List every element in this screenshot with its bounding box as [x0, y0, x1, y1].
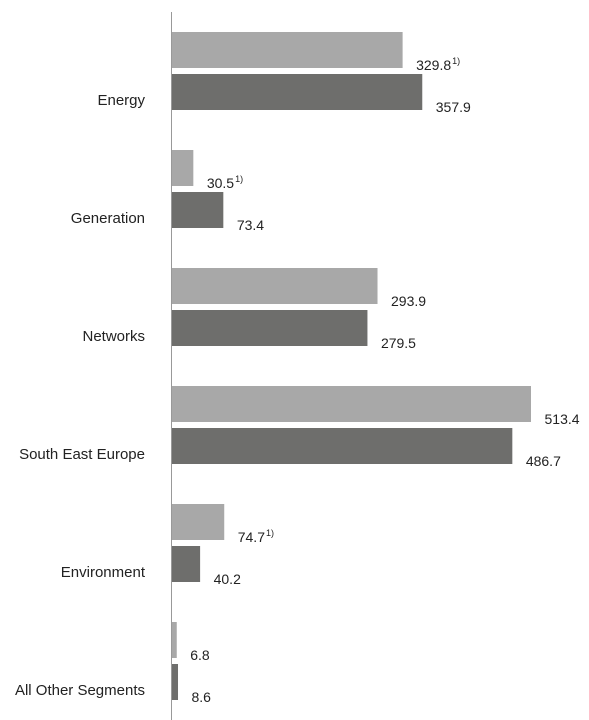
bar-0-2	[172, 268, 378, 304]
value-text: 30.5	[207, 175, 234, 191]
bar-1-1	[172, 192, 224, 228]
bar-1-5	[172, 664, 179, 700]
category-label: Environment	[61, 564, 146, 581]
bar-1-4	[172, 546, 201, 582]
category-label: All Other Segments	[15, 682, 145, 699]
bar-0-0	[172, 32, 403, 68]
bar-1-2	[172, 310, 368, 346]
value-label-1-3: 486.7	[526, 453, 561, 469]
value-text: 357.9	[436, 99, 471, 115]
footnote-marker: 1)	[452, 56, 460, 66]
value-text: 73.4	[237, 217, 264, 233]
footnote-marker: 1)	[266, 528, 274, 538]
category-label: Networks	[82, 328, 145, 345]
value-text: 8.6	[192, 689, 212, 705]
chart-marks: 329.81)357.9Energy30.51)73.4Generation29…	[15, 32, 580, 705]
value-label-1-1: 73.4	[237, 217, 264, 233]
value-text: 279.5	[381, 335, 416, 351]
value-text: 486.7	[526, 453, 561, 469]
value-text: 329.8	[416, 57, 451, 73]
value-label-0-5: 6.8	[190, 647, 210, 663]
value-label-1-0: 357.9	[436, 99, 471, 115]
bar-1-0	[172, 74, 423, 110]
value-label-1-5: 8.6	[192, 689, 212, 705]
value-label-0-3: 513.4	[545, 411, 580, 427]
footnote-marker: 1)	[235, 174, 243, 184]
value-label-0-2: 293.9	[391, 293, 426, 309]
bar-0-4	[172, 504, 225, 540]
value-label-0-1: 30.51)	[207, 174, 243, 191]
bar-0-1	[172, 150, 194, 186]
value-label-0-0: 329.81)	[416, 56, 460, 73]
value-text: 6.8	[190, 647, 210, 663]
value-text: 40.2	[214, 571, 241, 587]
category-label: Generation	[71, 210, 145, 227]
value-label-1-2: 279.5	[381, 335, 416, 351]
category-label: South East Europe	[19, 446, 145, 463]
bar-0-5	[172, 622, 177, 658]
bar-1-3	[172, 428, 513, 464]
category-label: Energy	[97, 92, 145, 109]
value-label-0-4: 74.71)	[238, 528, 274, 545]
value-text: 293.9	[391, 293, 426, 309]
bar-0-3	[172, 386, 531, 422]
value-text: 74.7	[238, 529, 265, 545]
value-label-1-4: 40.2	[214, 571, 241, 587]
value-text: 513.4	[545, 411, 580, 427]
